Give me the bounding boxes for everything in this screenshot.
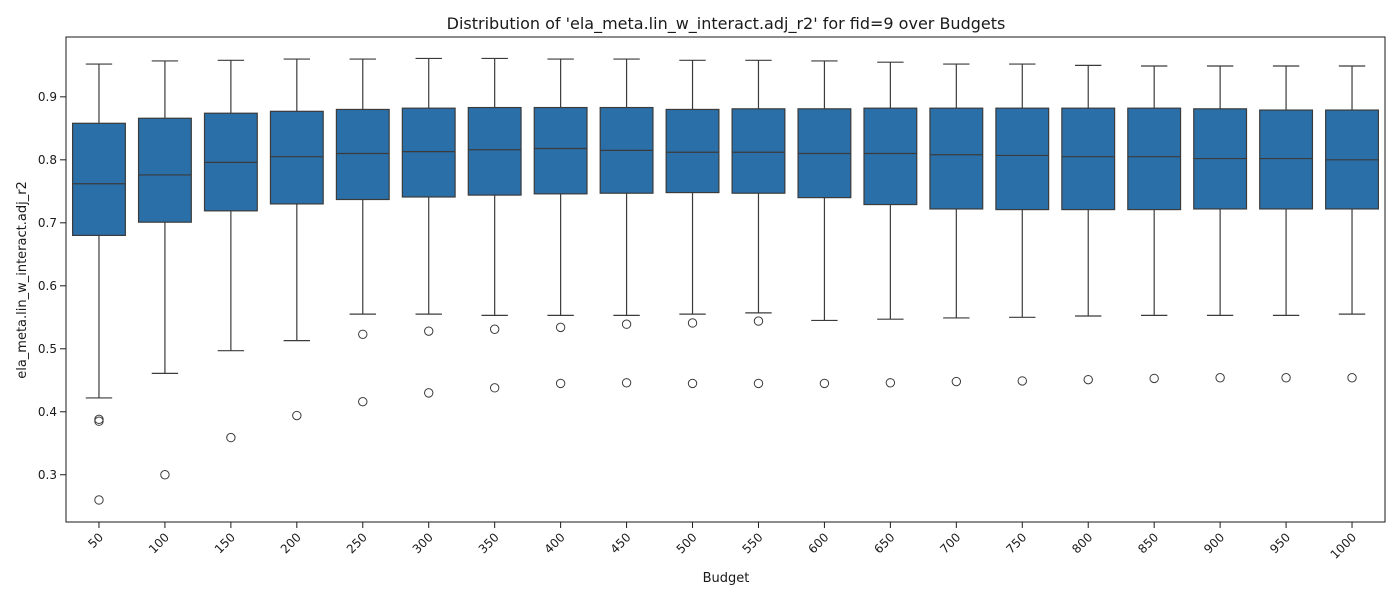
outlier-point	[160, 470, 170, 480]
x-tick-label: 250	[344, 530, 370, 556]
box-iqr	[269, 110, 324, 205]
outlier-point	[1215, 373, 1225, 383]
outlier-point	[753, 316, 764, 326]
y-tick-label: 0.5	[38, 342, 57, 356]
outlier-point	[687, 318, 698, 328]
outlier-point	[621, 378, 632, 388]
box-iqr	[929, 107, 984, 210]
outlier-point	[94, 495, 104, 505]
box-iqr	[137, 117, 192, 223]
outlier-point	[819, 378, 830, 389]
outlier-point	[489, 383, 500, 393]
box-iqr	[401, 107, 456, 198]
x-tick-label: 1000	[1328, 530, 1359, 561]
outlier-point	[1281, 373, 1291, 383]
x-tick-label: 350	[476, 530, 502, 556]
x-tick-label: 450	[608, 530, 634, 556]
outlier-point	[424, 326, 434, 336]
x-tick-label: 200	[278, 530, 304, 556]
x-tick-label: 50	[85, 530, 106, 551]
x-tick-label: 850	[1135, 530, 1161, 556]
x-tick-label: 800	[1069, 530, 1095, 556]
x-tick-label: 950	[1267, 530, 1293, 556]
box-iqr	[665, 108, 720, 194]
box-iqr	[467, 106, 522, 196]
x-tick-label: 400	[542, 530, 568, 556]
outlier-point	[94, 414, 104, 425]
x-tick-label: 650	[871, 530, 897, 556]
box-iqr	[533, 106, 588, 195]
x-tick-label: 100	[146, 530, 172, 556]
chart-title: Distribution of 'ela_meta.lin_w_interact…	[447, 14, 1006, 34]
outlier-point	[687, 378, 698, 389]
plot-area: 0.3 0.4 0.5 0.6 0.7 0.8 0.9 50 100 150 200 250 300 35…	[38, 36, 1386, 562]
box-iqr	[71, 122, 126, 237]
box-iqr	[1259, 109, 1314, 210]
outlier-point	[621, 319, 632, 329]
outlier-point	[885, 378, 896, 388]
x-tick-label: 550	[739, 530, 765, 556]
outlier-point	[358, 396, 368, 407]
y-tick-label: 0.4	[38, 405, 57, 419]
y-tick-label: 0.3	[38, 468, 57, 482]
plot-frame	[65, 36, 1386, 523]
x-tick-label: 600	[805, 530, 831, 556]
x-tick-label: 900	[1201, 530, 1227, 556]
y-tick-label: 0.9	[38, 90, 57, 104]
outlier-point	[1017, 376, 1027, 386]
outlier-point	[555, 378, 566, 389]
y-tick-label: 0.6	[38, 279, 57, 293]
outlier-point	[753, 378, 764, 389]
x-tick-label: 500	[674, 530, 700, 556]
x-tick-label: 150	[212, 530, 238, 556]
outlier-point	[292, 410, 302, 421]
y-tick-label: 0.7	[38, 216, 57, 230]
x-tick-label: 700	[937, 530, 963, 556]
box-iqr	[863, 107, 918, 206]
outlier-point	[555, 322, 566, 333]
x-tick-label: 300	[410, 530, 436, 556]
box-iqr	[995, 107, 1050, 211]
box-iqr	[335, 108, 390, 201]
outlier-point	[1083, 374, 1093, 385]
box-iqr	[1061, 107, 1116, 211]
y-tick-label: 0.8	[38, 153, 57, 167]
y-axis-label: ela_meta.lin_w_interact.adj_r2	[15, 181, 30, 379]
outlier-point	[1149, 373, 1159, 384]
outlier-point	[358, 329, 368, 339]
outlier-point	[951, 376, 962, 387]
box-iqr	[1127, 107, 1182, 211]
outlier-point	[489, 324, 500, 334]
outlier-point	[226, 432, 236, 443]
outlier-point	[424, 388, 434, 398]
x-axis-label: Budget	[703, 571, 750, 586]
box-iqr	[731, 108, 786, 194]
outlier-point	[1347, 373, 1357, 383]
x-tick-label: 750	[1003, 530, 1029, 556]
outlier-point	[94, 416, 104, 426]
